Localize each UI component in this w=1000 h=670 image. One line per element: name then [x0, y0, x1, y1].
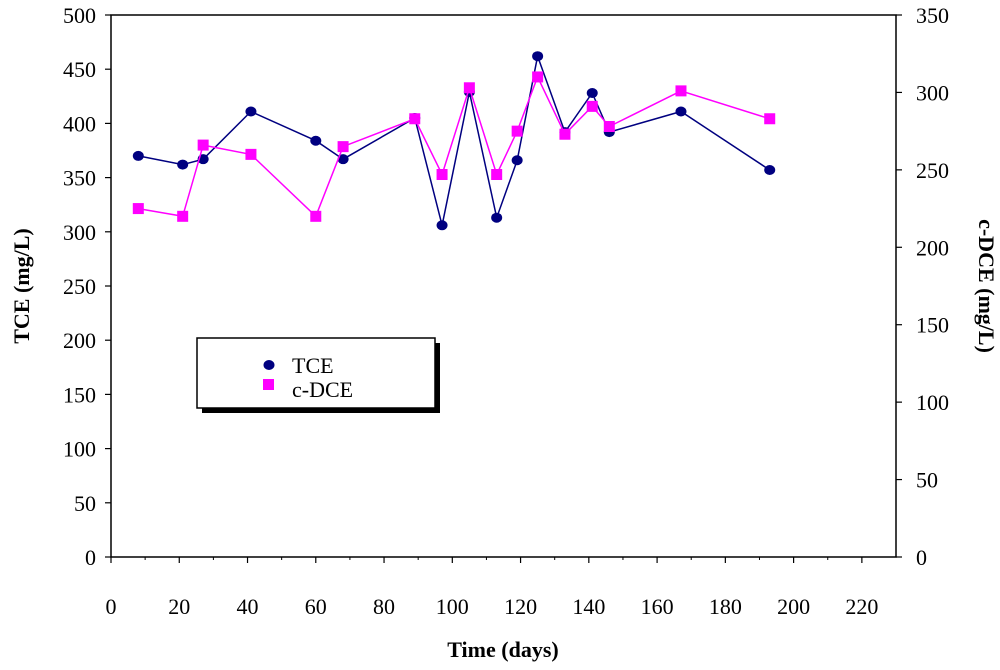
left-y-tick-label: 450: [63, 57, 96, 82]
right-y-tick-label: 350: [916, 3, 949, 28]
left-y-tick-label: 0: [85, 545, 96, 570]
right-y-tick-label: 250: [916, 158, 949, 183]
data-point-c-dce: [337, 141, 349, 153]
data-point-c-dce: [310, 210, 322, 222]
x-tick-label: 0: [106, 594, 117, 619]
left-y-axis-ticks: 0 50 100 150 200 250 300 350 400 450 500: [63, 3, 111, 570]
data-point-c-dce: [436, 169, 448, 181]
left-y-tick-label: 100: [63, 437, 96, 462]
legend: TCE c-DCE: [196, 337, 440, 413]
data-point-c-dce: [532, 71, 544, 83]
data-point-c-dce: [177, 210, 189, 222]
x-tick-label: 220: [845, 594, 878, 619]
x-axis-ticks: 0 20 40 60 80 100 120 140 160 180 200 220: [106, 557, 878, 619]
data-point-tce: [436, 220, 448, 231]
right-y-axis-ticks: 0 50 100 150 200 250 300 350: [896, 3, 949, 570]
legend-box: [196, 337, 436, 409]
right-y-tick-label: 200: [916, 235, 949, 260]
x-tick-label: 120: [504, 594, 537, 619]
right-y-tick-label: 0: [916, 545, 927, 570]
right-y-tick-label: 100: [916, 390, 949, 415]
legend-label-tce: TCE: [292, 353, 334, 378]
x-tick-label: 180: [709, 594, 742, 619]
data-point-c-dce: [559, 128, 571, 140]
data-point-tce: [337, 154, 349, 165]
data-point-c-dce: [511, 125, 523, 137]
x-tick-label: 100: [436, 594, 469, 619]
left-y-tick-label: 50: [74, 491, 96, 516]
left-y-tick-label: 500: [63, 3, 96, 28]
x-tick-label: 80: [373, 594, 395, 619]
x-tick-label: 160: [641, 594, 674, 619]
data-point-c-dce: [463, 82, 475, 94]
legend-marker-c-dce: [263, 379, 274, 390]
left-y-tick-label: 200: [63, 328, 96, 353]
left-y-tick-label: 400: [63, 111, 96, 136]
right-y-tick-label: 150: [916, 313, 949, 338]
data-point-c-dce: [245, 148, 257, 160]
data-point-tce: [675, 106, 687, 117]
series-layer: [132, 51, 776, 231]
data-point-tce: [245, 106, 257, 117]
right-y-axis-title: c-DCE (mg/L): [974, 219, 999, 353]
data-point-c-dce: [491, 169, 503, 181]
data-point-tce: [132, 150, 144, 161]
left-y-tick-label: 250: [63, 274, 96, 299]
data-point-tce: [586, 88, 598, 99]
data-point-tce: [764, 165, 776, 176]
legend-marker-tce: [263, 360, 275, 370]
x-axis-title: Time (days): [447, 637, 558, 662]
legend-label-c-dce: c-DCE: [292, 377, 353, 402]
data-point-tce: [532, 51, 544, 62]
x-tick-label: 40: [237, 594, 259, 619]
left-y-axis-title: TCE (mg/L): [9, 228, 34, 344]
data-point-tce: [177, 159, 189, 170]
right-y-tick-label: 300: [916, 80, 949, 105]
x-tick-label: 20: [168, 594, 190, 619]
x-tick-label: 60: [305, 594, 327, 619]
x-tick-label: 140: [572, 594, 605, 619]
data-point-c-dce: [586, 100, 598, 112]
data-point-c-dce: [603, 120, 615, 132]
right-y-tick-label: 50: [916, 468, 938, 493]
data-point-tce: [511, 155, 523, 166]
data-point-tce: [310, 135, 322, 146]
data-point-c-dce: [764, 113, 776, 125]
data-point-c-dce: [132, 203, 144, 215]
data-point-c-dce: [675, 85, 687, 97]
data-point-c-dce: [197, 139, 209, 151]
left-y-tick-label: 150: [63, 382, 96, 407]
data-point-tce: [491, 212, 503, 223]
data-point-c-dce: [409, 113, 421, 125]
left-y-tick-label: 350: [63, 166, 96, 191]
x-tick-label: 200: [777, 594, 810, 619]
left-y-tick-label: 300: [63, 220, 96, 245]
